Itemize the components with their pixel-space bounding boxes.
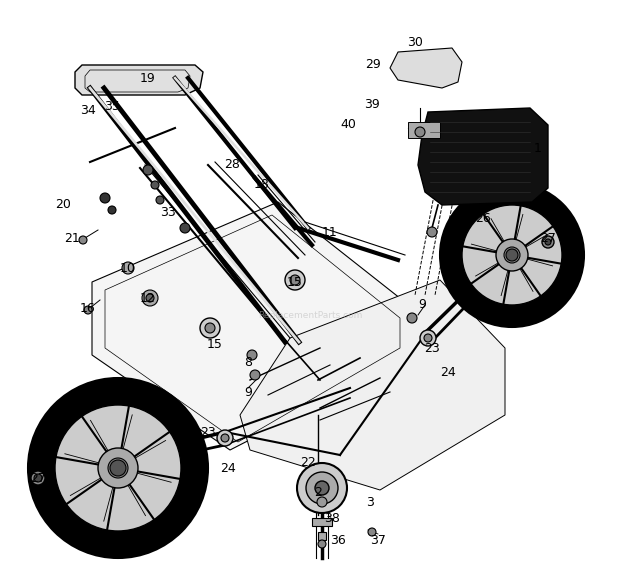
Circle shape	[55, 405, 181, 531]
Text: 23: 23	[200, 425, 216, 439]
Text: 26: 26	[475, 212, 491, 225]
Polygon shape	[408, 122, 440, 138]
Text: 40: 40	[340, 119, 356, 132]
Circle shape	[122, 262, 134, 274]
Text: 18: 18	[254, 178, 270, 191]
Text: 9: 9	[244, 386, 252, 398]
Circle shape	[205, 323, 215, 333]
Circle shape	[542, 236, 554, 248]
Circle shape	[462, 205, 562, 305]
Text: 12: 12	[140, 291, 156, 305]
Text: 3: 3	[366, 495, 374, 508]
Text: 37: 37	[370, 534, 386, 546]
Circle shape	[146, 294, 154, 302]
Circle shape	[306, 472, 338, 504]
Text: 2: 2	[314, 486, 322, 498]
Text: 24: 24	[220, 462, 236, 474]
Circle shape	[315, 481, 329, 495]
Circle shape	[415, 127, 425, 137]
Circle shape	[98, 448, 138, 488]
Circle shape	[440, 183, 584, 327]
Text: 39: 39	[364, 98, 380, 112]
Polygon shape	[312, 518, 332, 526]
Text: 27: 27	[30, 472, 46, 484]
Circle shape	[221, 434, 229, 442]
Text: 20: 20	[55, 198, 71, 212]
Text: 28: 28	[224, 159, 240, 171]
Circle shape	[200, 318, 220, 338]
Text: 27: 27	[540, 232, 556, 245]
Text: 38: 38	[324, 511, 340, 525]
Text: 30: 30	[407, 36, 423, 49]
Circle shape	[31, 471, 45, 485]
Circle shape	[28, 378, 208, 558]
Text: 36: 36	[330, 534, 346, 546]
Text: 34: 34	[80, 104, 96, 116]
Text: 16: 16	[80, 301, 96, 315]
Polygon shape	[318, 532, 326, 540]
Text: 8: 8	[244, 356, 252, 369]
Circle shape	[156, 196, 164, 204]
Text: 9: 9	[418, 298, 426, 311]
Text: 29: 29	[365, 58, 381, 71]
Circle shape	[151, 181, 159, 189]
Circle shape	[100, 193, 110, 203]
Text: 22: 22	[300, 456, 316, 469]
Circle shape	[110, 460, 126, 476]
Circle shape	[427, 227, 437, 237]
Circle shape	[79, 236, 87, 244]
Circle shape	[297, 463, 347, 513]
Polygon shape	[92, 202, 415, 450]
Circle shape	[420, 330, 436, 346]
Text: 23: 23	[424, 342, 440, 355]
Circle shape	[143, 165, 153, 175]
Circle shape	[108, 206, 116, 214]
Circle shape	[180, 223, 190, 233]
Circle shape	[285, 270, 305, 290]
Circle shape	[217, 430, 233, 446]
Circle shape	[545, 239, 551, 245]
Circle shape	[250, 370, 260, 380]
Text: 21: 21	[64, 232, 80, 245]
Polygon shape	[75, 65, 203, 95]
Text: 11: 11	[322, 226, 338, 239]
Circle shape	[407, 313, 417, 323]
Text: 35: 35	[104, 101, 120, 113]
Circle shape	[247, 350, 257, 360]
Circle shape	[424, 334, 432, 342]
Text: 24: 24	[440, 366, 456, 378]
Circle shape	[108, 458, 128, 478]
Text: 26: 26	[55, 411, 71, 425]
Circle shape	[506, 249, 518, 261]
Text: 15: 15	[207, 339, 223, 352]
Polygon shape	[418, 108, 548, 205]
Circle shape	[318, 540, 326, 548]
Text: 10: 10	[120, 261, 136, 274]
Polygon shape	[240, 280, 505, 490]
Text: 1: 1	[534, 142, 542, 154]
Text: 19: 19	[140, 71, 156, 84]
Circle shape	[142, 290, 158, 306]
Circle shape	[368, 528, 376, 536]
Circle shape	[84, 306, 92, 314]
Circle shape	[496, 239, 528, 271]
Circle shape	[317, 497, 327, 507]
Circle shape	[34, 474, 42, 482]
Text: 33: 33	[160, 205, 176, 219]
Circle shape	[504, 247, 520, 263]
Text: 15: 15	[287, 277, 303, 290]
Circle shape	[290, 275, 300, 285]
Text: ReplacementParts.com: ReplacementParts.com	[258, 311, 362, 319]
Polygon shape	[390, 48, 462, 88]
